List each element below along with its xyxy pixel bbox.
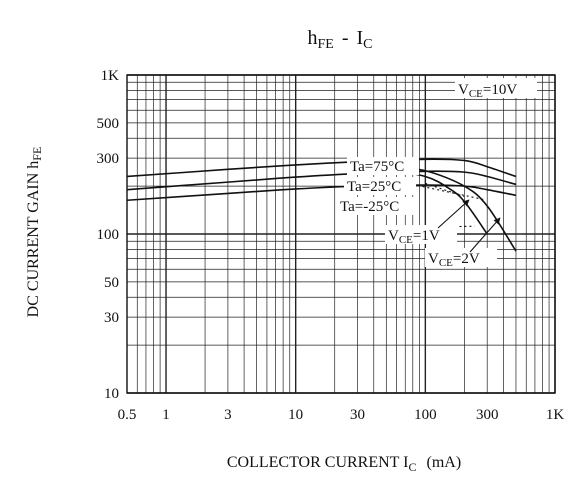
label-ta25-bg (344, 177, 416, 195)
chart-title: hFE - IC (307, 27, 372, 52)
y-tick-label: 50 (104, 275, 119, 291)
series-line-6 (412, 183, 484, 200)
label-ta25: Ta=25°C (347, 179, 401, 195)
x-tick-label: 1 (162, 407, 170, 423)
series-line-7 (419, 225, 475, 228)
y-tick-label: 1K (101, 68, 120, 84)
label-ta-25-bg (337, 197, 415, 215)
grid-lines (126, 74, 556, 394)
x-tick-label: 10 (288, 407, 303, 423)
series-layer (126, 158, 517, 252)
x-tick-label: 1K (546, 407, 565, 423)
label-vce2: VCE=2V (428, 251, 480, 269)
y-tick-label: 300 (97, 151, 120, 167)
x-tick-label: 300 (476, 407, 499, 423)
x-tick-label: 30 (350, 407, 365, 423)
label-vce1-bg (385, 225, 457, 244)
annotation-layer: VCE=10V Ta=75°C Ta=25°C Ta=-25°C VCE=1V VCE=2… (337, 78, 537, 269)
series-line-5 (425, 182, 465, 198)
x-tick-label: 3 (224, 407, 232, 423)
label-ta75: Ta=75°C (350, 159, 404, 175)
y-axis-label: DC CURRENT GAIN hFE (25, 147, 44, 318)
y-tick-label: 10 (104, 386, 119, 402)
condition-label: VCE=10V (458, 82, 517, 100)
condition-label-bg (455, 78, 537, 98)
label-ta75-bg (347, 157, 419, 175)
label-vce2-bg (425, 248, 497, 267)
y-tick-label: 100 (97, 227, 120, 243)
y-tick-label: 30 (104, 310, 119, 326)
plot-frame (126, 74, 556, 394)
x-tick-label: 0.5 (118, 407, 137, 423)
x-axis-label: COLLECTOR CURRENT IC (mA) (227, 454, 461, 474)
label-ta-25: Ta=-25°C (340, 199, 399, 215)
y-tick-label: 500 (97, 116, 120, 132)
series-line-0 (126, 158, 517, 178)
label-vce1: VCE=1V (388, 228, 440, 246)
series-line-2 (126, 184, 517, 202)
x-tick-label: 100 (414, 407, 437, 423)
tick-labels: 0.5 1 3 10 30 100 300 1K 10 30 50 100 300 500 1K (97, 68, 565, 423)
leader-vce2 (469, 217, 501, 253)
leader-vce1 (437, 199, 470, 229)
